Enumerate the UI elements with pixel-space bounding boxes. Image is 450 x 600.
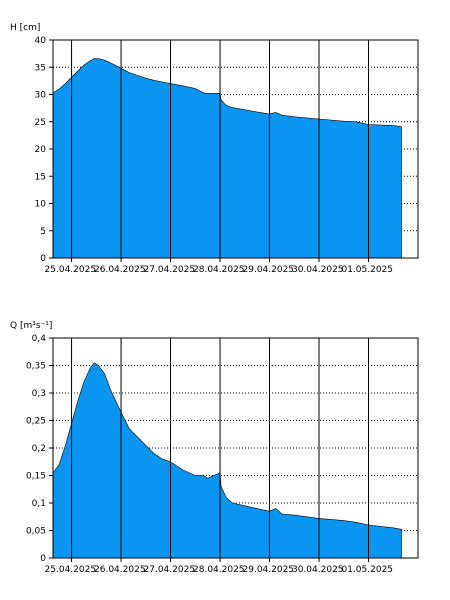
y-tick-label: 0,2 [32, 444, 46, 454]
y-tick-label: 0,4 [32, 334, 47, 344]
y-tick-label: 40 [35, 36, 47, 46]
chart-panel-2: 00,050,10,150,20,250,30,350,425.04.20252… [10, 321, 419, 575]
x-tick-label: 30.04.2025 [292, 565, 344, 575]
area-series [52, 58, 402, 259]
y-tick-label: 5 [40, 227, 46, 237]
chart-panel-1: 0 5 10 15 20 25 30 35 40 25.04.202526.04.202527.0… [10, 23, 419, 275]
y-tick-label: 0 [40, 554, 46, 564]
y-tick-label: 0,3 [32, 389, 46, 399]
x-tick-label: 27.04.2025 [144, 265, 196, 275]
y-axis-label: Q [m³s⁻¹] [10, 321, 52, 331]
x-tick-label: 01.05.2025 [341, 265, 393, 275]
x-tick-label: 28.04.2025 [193, 565, 245, 575]
y-tick-label: 0,05 [26, 527, 46, 537]
x-tick-label: 28.04.2025 [193, 265, 245, 275]
y-tick-label: 20 [35, 145, 47, 155]
y-tick-label: 30 [35, 91, 47, 101]
y-tick-label: 25 [35, 118, 46, 128]
x-tick-label: 29.04.2025 [243, 265, 295, 275]
y-tick-label: 0 [40, 254, 46, 264]
x-tick-label: 29.04.2025 [243, 565, 295, 575]
y-tick-label: 10 [35, 200, 47, 210]
y-axis-label: H [cm] [10, 23, 40, 33]
y-tick-label: 15 [35, 172, 46, 182]
x-tick-label: 25.04.2025 [45, 565, 97, 575]
x-tick-label: 30.04.2025 [292, 265, 344, 275]
y-tick-label: 0,25 [26, 417, 46, 427]
y-tick-label: 0,35 [26, 362, 46, 372]
y-tick-label: 35 [35, 63, 46, 73]
x-tick-label: 26.04.2025 [94, 565, 146, 575]
x-tick-label: 26.04.2025 [94, 265, 146, 275]
y-tick-label: 0,1 [32, 499, 46, 509]
x-tick-label: 27.04.2025 [144, 565, 196, 575]
x-tick-label: 25.04.2025 [45, 265, 97, 275]
x-tick-label: 01.05.2025 [341, 565, 393, 575]
y-tick-label: 0,15 [26, 472, 46, 482]
area-series [52, 362, 402, 559]
